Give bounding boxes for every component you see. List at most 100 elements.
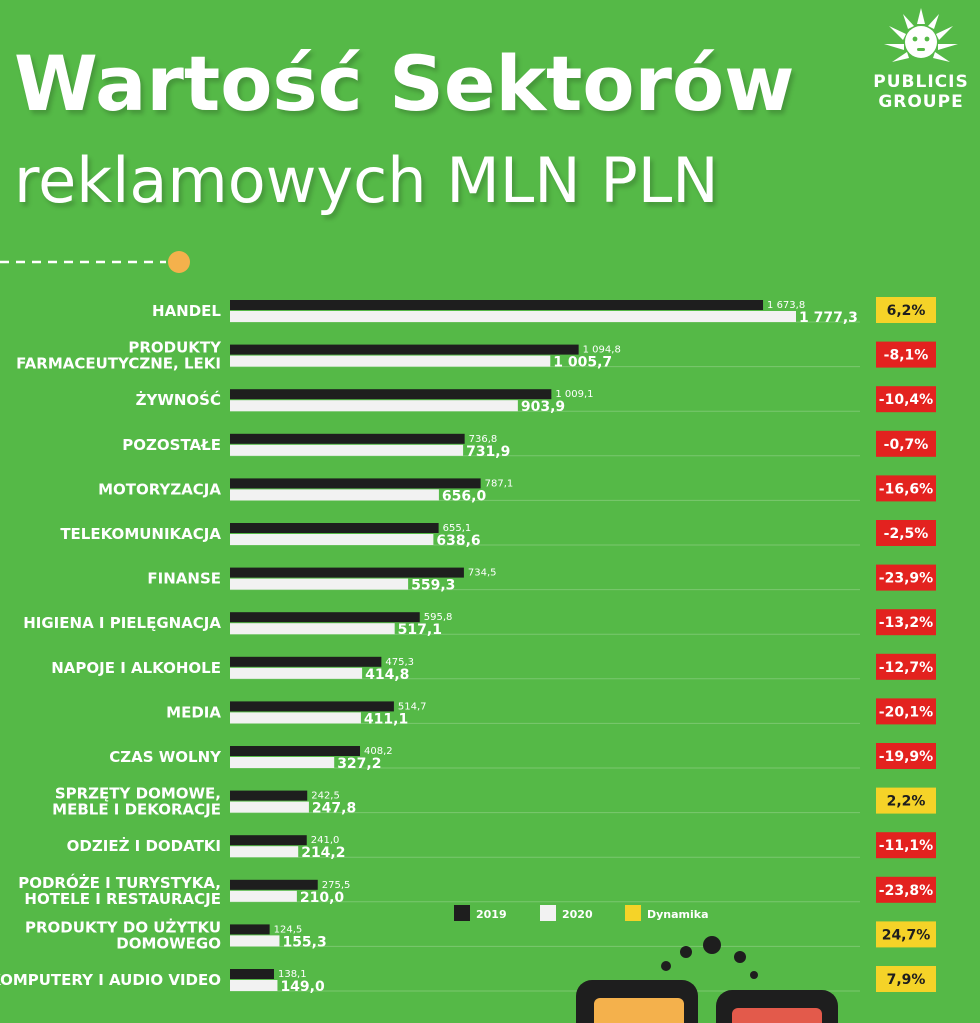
value-label-2019: 787,1 (485, 478, 514, 489)
dynamics-badge (876, 297, 936, 323)
value-label-2020: 327,2 (337, 756, 381, 772)
category-label: ODZIEŻ I DODATKI (67, 836, 221, 855)
bar-2020 (230, 801, 309, 813)
value-label-2019: 736,8 (469, 434, 498, 445)
category-label: HIGIENA I PIELĘGNACJA (23, 614, 221, 632)
dynamics-badge (876, 520, 936, 546)
value-label-2019: 241,0 (311, 835, 340, 846)
legend-swatch (540, 905, 556, 921)
dynamics-label: -13,2% (879, 615, 933, 631)
dynamics-badge (876, 698, 936, 725)
value-label-2020: 656,0 (442, 488, 487, 504)
dynamics-label: -12,7% (879, 660, 933, 676)
value-label-2019: 275,5 (322, 880, 351, 891)
value-label-2019: 1 094,8 (583, 345, 621, 356)
category-label: PRODUKTY DO UŻYTKU (25, 917, 221, 936)
value-label-2019: 1 009,1 (555, 389, 593, 400)
legend-item: 2019 (454, 905, 507, 921)
legend-label: 2020 (562, 908, 593, 921)
value-label-2020: 903,9 (521, 399, 565, 415)
category-label: HOTELE I RESTAURACJE (24, 890, 221, 908)
bar-2019 (230, 523, 439, 533)
category-label: POZOSTAŁE (122, 436, 221, 454)
legend-swatch (625, 905, 641, 921)
value-label-2020: 1 005,7 (553, 355, 612, 371)
brand-name-line2: GROUPE (878, 92, 964, 112)
bar-2019 (230, 612, 420, 623)
value-label-2020: 731,9 (466, 444, 510, 460)
dynamics-badge (876, 475, 936, 502)
chart-rows: 1 673,81 777,3 HANDEL 6,2% 1 094,81 005,7 PR… (0, 297, 936, 995)
dynamics-badge (876, 653, 936, 680)
dynamics-label: -16,6% (879, 481, 933, 497)
dynamics-badge (876, 609, 936, 636)
bar-2019 (230, 746, 360, 756)
value-label-2020: 247,8 (312, 801, 356, 817)
legend-label: Dynamika (647, 908, 709, 921)
bar-2019 (230, 300, 764, 310)
bar-2020 (230, 846, 299, 858)
value-label-2019: 514,7 (398, 701, 427, 712)
category-label: MOTORYZACJA (98, 480, 221, 498)
legend-item: 2020 (540, 905, 593, 921)
publicis-groupe-logo: PUBLICIS GROUPE (862, 6, 980, 116)
dynamics-label: -8,1% (884, 348, 929, 364)
bar-2020 (230, 355, 551, 367)
chart-legend: 2019 2020 Dynamika (454, 905, 709, 921)
bar-2019 (230, 567, 464, 578)
value-label-2020: 1 777,3 (799, 310, 858, 326)
dynamics-label: -19,9% (879, 749, 933, 765)
dashed-divider (0, 251, 190, 273)
dynamics-label: -20,1% (879, 704, 933, 720)
category-label: PODRÓŻE I TURYSTYKA, (18, 873, 221, 892)
bar-2019 (230, 656, 382, 667)
category-label: HANDEL (152, 302, 221, 320)
page-subtitle: reklamowych MLN PLN (14, 144, 719, 217)
bar-2020 (230, 890, 297, 902)
chart-row: 734,5 559,3 FINANSE -23,9% (147, 564, 936, 594)
brand-name-line1: PUBLICIS (873, 72, 969, 92)
dynamics-badge (876, 386, 936, 413)
legend-swatch (454, 905, 470, 921)
category-label: MEBLE I DEKORACJE (52, 801, 221, 819)
value-label-2020: 414,8 (365, 667, 409, 683)
category-label: SPRZĘTY DOMOWE, (55, 785, 221, 803)
dynamics-label: -2,5% (884, 526, 929, 542)
dynamics-badge (876, 564, 936, 591)
bar-2019 (230, 344, 579, 355)
bar-2020 (230, 578, 409, 590)
category-label: KOMPUTERY I AUDIO VIDEO (0, 971, 221, 989)
legend-label: 2019 (476, 908, 507, 921)
bar-2020 (230, 534, 434, 545)
bar-2019 (230, 790, 308, 801)
dynamics-badge (876, 341, 936, 368)
bar-2019 (230, 969, 274, 979)
value-label-2019: 595,8 (424, 612, 453, 623)
value-label-2019: 124,5 (274, 924, 303, 935)
value-label-2020: 638,6 (436, 533, 480, 549)
category-label: CZAS WOLNY (109, 748, 222, 766)
bar-2019 (230, 835, 307, 846)
dynamics-badge (876, 787, 936, 814)
dynamics-label: 7,9% (887, 972, 926, 988)
dynamics-label: -11,1% (879, 838, 933, 854)
value-label-2019: 242,5 (311, 791, 340, 802)
bar-2020 (230, 489, 439, 501)
category-label: DOMOWEGO (116, 934, 221, 952)
legend-item: Dynamika (625, 905, 709, 921)
category-label: NAPOJE I ALKOHOLE (51, 659, 221, 677)
value-label-2020: 214,2 (301, 845, 345, 861)
bar-2020 (230, 712, 361, 724)
dynamics-label: -23,8% (879, 883, 933, 899)
category-label: PRODUKTY (128, 339, 222, 357)
value-label-2020: 559,3 (411, 578, 455, 594)
value-label-2019: 655,1 (443, 523, 472, 534)
